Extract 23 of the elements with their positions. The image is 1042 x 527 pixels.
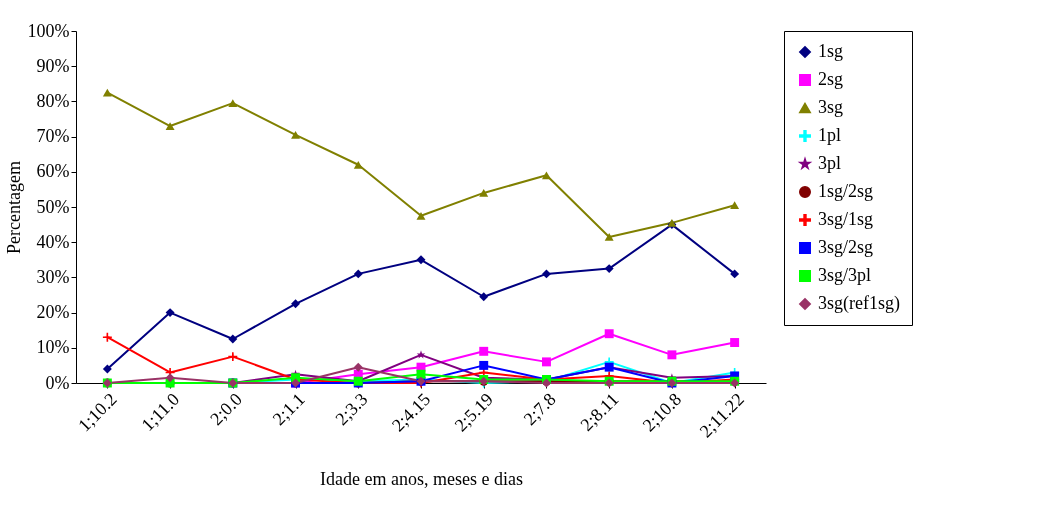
y-tick-label: 0% [45,372,70,393]
y-axis-title: Percentagem [3,161,24,254]
legend-label: 3sg/3pl [818,265,872,285]
y-tick-label: 40% [36,231,70,252]
legend-label: 2sg [818,69,844,89]
legend-label: 3pl [818,153,842,173]
y-tick-label: 30% [36,266,70,287]
y-tick-label: 90% [36,55,70,76]
legend-label: 3sg/2sg [818,237,874,257]
y-tick-label: 70% [36,126,70,147]
legend-label: 1pl [818,125,842,145]
legend-label: 3sg(ref1sg) [818,293,900,314]
y-tick-label: 80% [36,90,70,111]
y-tick-label: 100% [27,20,70,41]
y-tick-label: 60% [36,161,70,182]
x-axis-title: Idade em anos, meses e dias [320,469,523,490]
legend-label: 1sg/2sg [818,181,874,201]
y-tick-label: 50% [36,196,70,217]
y-tick-label: 10% [36,337,70,358]
legend-label: 3sg [818,97,844,117]
legend-label: 3sg/1sg [818,209,874,229]
y-tick-label: 20% [36,302,70,323]
legend-label: 1sg [818,41,844,61]
